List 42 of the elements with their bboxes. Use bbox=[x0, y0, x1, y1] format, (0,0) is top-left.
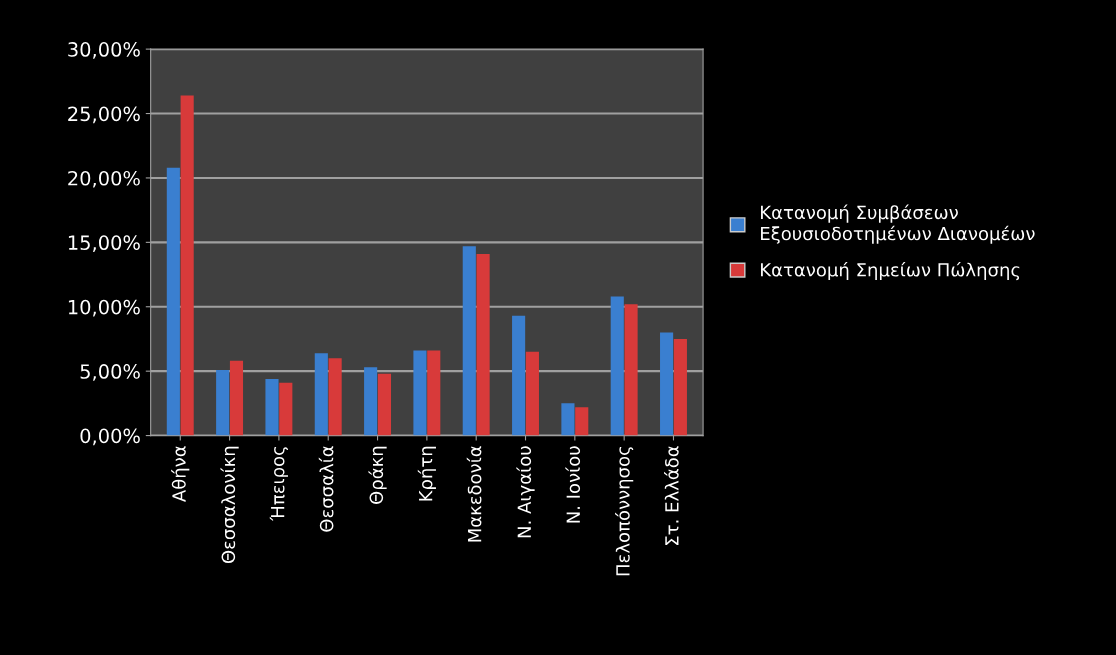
bar bbox=[427, 350, 441, 436]
y-tick-label: 15,00% bbox=[68, 235, 140, 252]
bar bbox=[561, 403, 575, 436]
x-tick-label: Πελοπόννησος bbox=[615, 447, 634, 576]
legend-label: Κατανομή Σημείων Πώλησης bbox=[761, 261, 1020, 281]
bar bbox=[575, 407, 589, 436]
y-tick-label: 20,00% bbox=[68, 170, 140, 188]
x-tick-label: Στ. Ελλάδα bbox=[664, 446, 679, 545]
y-tick-label: 5,00% bbox=[80, 364, 140, 381]
bar bbox=[462, 246, 476, 436]
bar bbox=[512, 315, 526, 436]
bar bbox=[364, 367, 378, 436]
x-tick-label: Θράκη bbox=[368, 446, 387, 504]
bar bbox=[673, 338, 687, 436]
x-tick-label: Ήπειρος bbox=[269, 447, 289, 521]
x-tick-label: Θεσσαλονίκη bbox=[220, 446, 239, 564]
y-tick-label: 0,00% bbox=[80, 428, 140, 446]
bar bbox=[216, 369, 230, 436]
bar bbox=[279, 382, 293, 436]
y-tick-label: 25,00% bbox=[68, 106, 140, 124]
x-tick-label: Ν. Ιονίου bbox=[565, 446, 581, 523]
bar bbox=[229, 360, 244, 436]
y-tick-label: 30,00% bbox=[68, 42, 140, 59]
x-tick-label: Αθήνα bbox=[171, 446, 190, 502]
x-tick-label: Μακεδονία bbox=[466, 446, 482, 542]
bar bbox=[624, 304, 638, 436]
x-tick-label: Θεσσαλία bbox=[318, 446, 334, 532]
bar bbox=[660, 332, 674, 436]
bar bbox=[314, 353, 328, 436]
x-tick-label: Κρήτη bbox=[417, 446, 436, 501]
bar bbox=[525, 351, 539, 436]
bar bbox=[328, 358, 342, 436]
legend-label: Κατανομή Συμβάσεων Εξουσιοδοτημένων Διανομέων bbox=[761, 204, 1035, 244]
bar bbox=[476, 253, 490, 436]
bar bbox=[180, 95, 194, 436]
bar bbox=[413, 350, 427, 436]
bar bbox=[610, 296, 624, 436]
bar bbox=[265, 378, 279, 436]
bar bbox=[166, 167, 180, 436]
bar bbox=[377, 373, 392, 436]
x-tick-label: Ν. Αιγαίου bbox=[516, 446, 535, 538]
y-tick-label: 10,00% bbox=[68, 299, 140, 317]
